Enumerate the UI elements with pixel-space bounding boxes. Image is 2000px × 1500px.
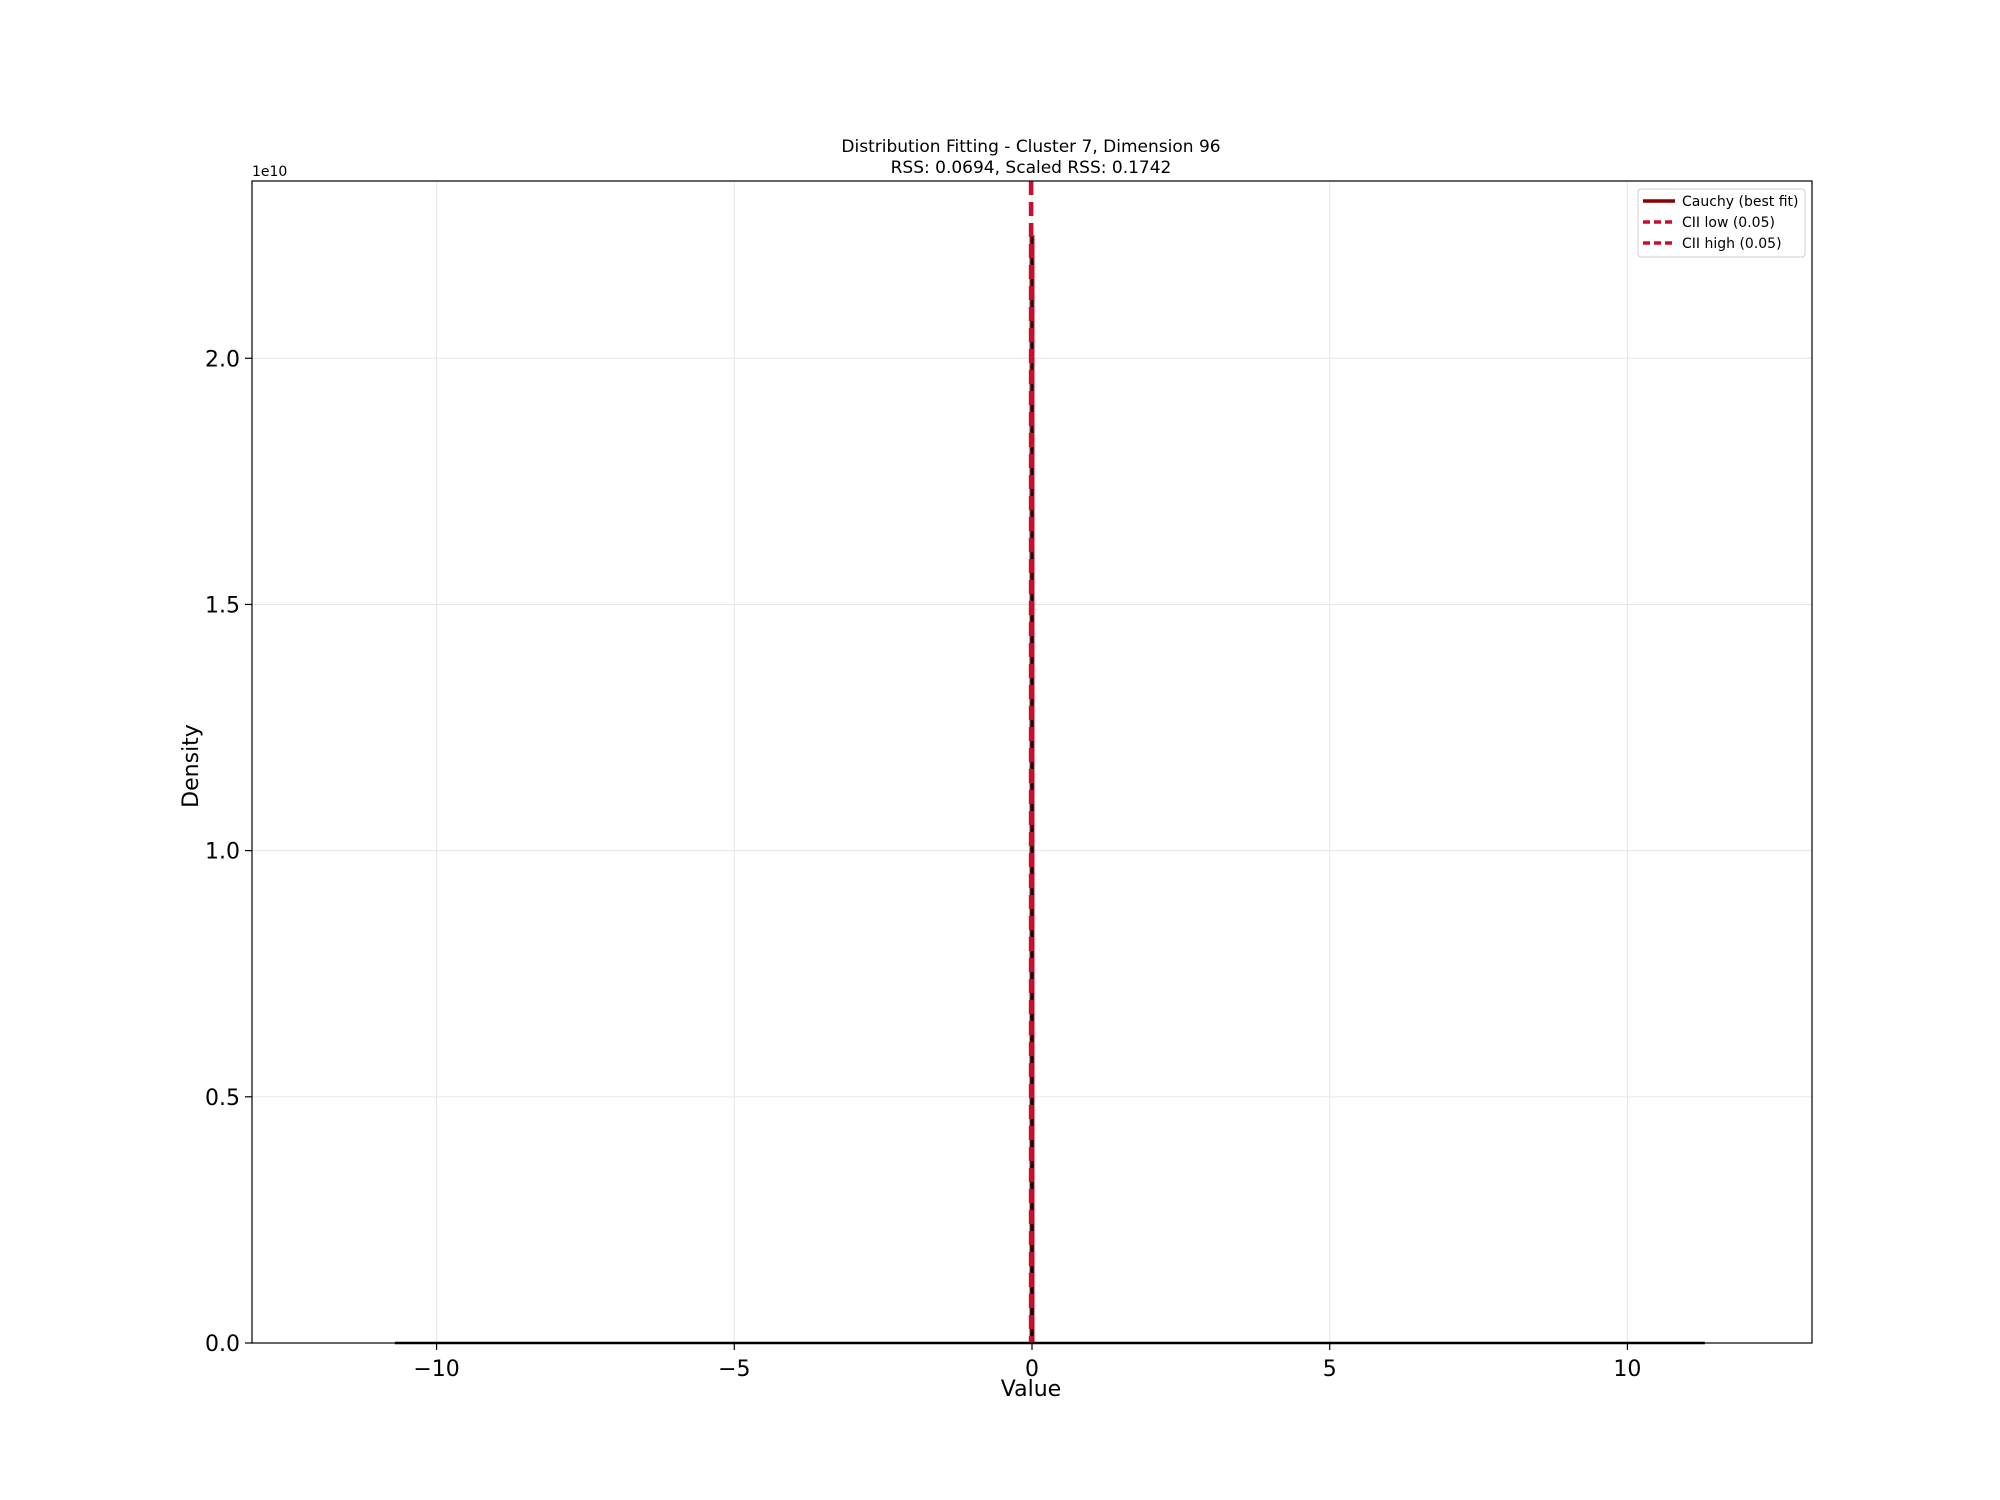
y-tick-label: 0.0 bbox=[205, 1332, 240, 1357]
ticks: −10 −5 0 5 10 0.0 0.5 1.0 1.5 2.0 bbox=[205, 347, 1641, 1382]
y-tick-label: 1.0 bbox=[205, 840, 240, 865]
legend-box bbox=[1637, 188, 1806, 258]
legend-entry: CII low (0.05) bbox=[1682, 215, 1775, 231]
chart-subtitle: RSS: 0.0694, Scaled RSS: 0.1742 bbox=[891, 158, 1172, 178]
x-tick-label: 10 bbox=[1613, 1357, 1641, 1382]
legend-entry: CII high (0.05) bbox=[1682, 236, 1782, 252]
y-tick-label: 0.5 bbox=[205, 1086, 240, 1111]
y-tick-label: 1.5 bbox=[205, 593, 240, 618]
plot-area bbox=[394, 181, 1705, 1345]
x-tick-label: 5 bbox=[1323, 1357, 1337, 1382]
y-tick-label: 2.0 bbox=[205, 347, 240, 372]
x-tick-label: −5 bbox=[718, 1357, 750, 1382]
x-axis-label: Value bbox=[1001, 1377, 1061, 1402]
y-axis-label: Density bbox=[179, 724, 204, 808]
legend: Cauchy (best fit) CII low (0.05) CII high … bbox=[1637, 188, 1806, 258]
chart-title: Distribution Fitting - Cluster 7, Dimens… bbox=[841, 137, 1220, 157]
x-tick-label: −10 bbox=[413, 1357, 459, 1382]
legend-entry: Cauchy (best fit) bbox=[1682, 194, 1799, 210]
x-tick-label: 0 bbox=[1025, 1357, 1039, 1382]
series-line-cauchy bbox=[394, 235, 1705, 1345]
y-offset-label: 1e10 bbox=[252, 164, 287, 180]
